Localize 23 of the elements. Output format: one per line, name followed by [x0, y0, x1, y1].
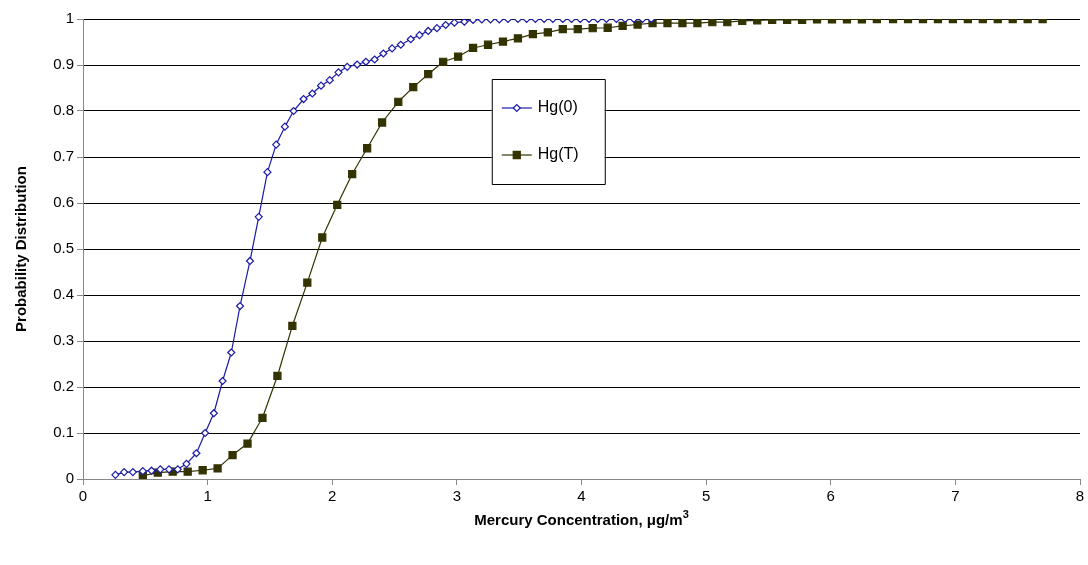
y-tick-label: 0.8	[53, 101, 74, 119]
legend-label: Hg(T)	[537, 145, 579, 163]
y-tick-label: 0.3	[53, 331, 74, 349]
y-tick-label: 0.7	[53, 147, 74, 165]
x-tick-label: 0	[78, 487, 88, 505]
y-tick-label: 0.9	[53, 55, 74, 73]
x-tick-label: 5	[701, 487, 711, 505]
x-tick-label: 6	[826, 487, 835, 505]
y-tick-label: 0.5	[53, 239, 74, 257]
x-tick-label: 2	[328, 487, 337, 505]
x-tick-label: 3	[452, 487, 462, 505]
y-tick-label: 0.2	[53, 377, 74, 395]
y-tick-label: 1	[65, 9, 74, 27]
y-tick-label: 0.1	[53, 423, 74, 441]
y-tick-label: 0.4	[53, 285, 74, 303]
y-tick-label: 0	[65, 469, 74, 487]
legend-label: Hg(0)	[537, 98, 578, 116]
x-tick-label: 7	[951, 487, 960, 505]
x-tick-label: 8	[1075, 487, 1085, 505]
y-tick-label: 0.6	[53, 193, 74, 211]
x-tick-label: 1	[203, 487, 212, 505]
y-axis-title: Probability Distribution	[12, 166, 30, 332]
x-tick-label: 4	[577, 487, 586, 505]
